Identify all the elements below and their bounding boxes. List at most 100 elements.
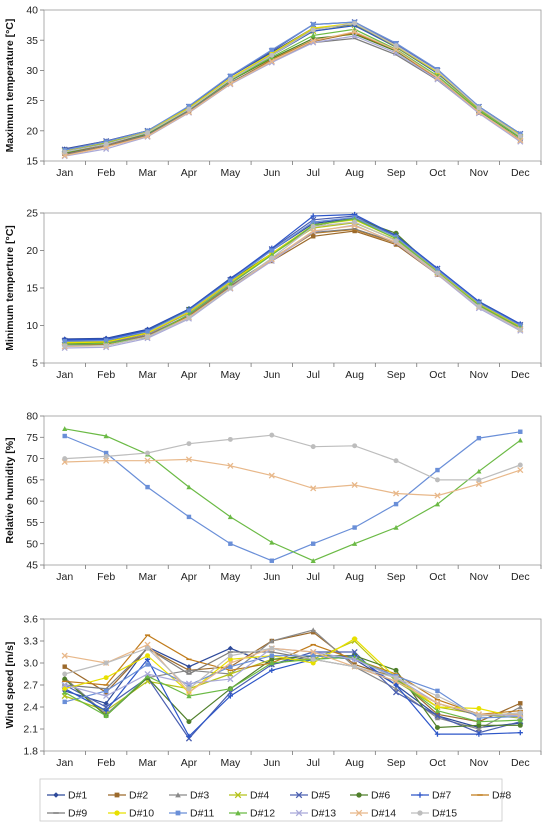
series-d14 <box>61 28 524 159</box>
data-point <box>393 238 399 244</box>
y-tick-label: 3.6 <box>23 614 38 626</box>
data-point <box>103 453 109 459</box>
x-tick-label-jun: Jun <box>263 167 280 179</box>
series-line <box>64 230 521 346</box>
data-point <box>61 681 68 689</box>
x-tick-label-jan: Jan <box>56 167 73 179</box>
x-tick-label-may: May <box>220 571 241 583</box>
legend-item-d15: D#15 <box>411 808 457 820</box>
legend-swatch-marker <box>295 809 303 817</box>
x-tick-label-may: May <box>220 757 241 769</box>
y-tick-label: 35 <box>26 35 38 47</box>
data-point <box>227 281 233 287</box>
legend-label: D#14 <box>371 808 396 820</box>
data-point <box>352 228 357 234</box>
legend-label: D#6 <box>371 790 390 802</box>
data-point <box>310 27 316 33</box>
data-point <box>228 73 233 79</box>
series-line <box>64 647 521 717</box>
y-tick-label: 25 <box>26 95 38 107</box>
data-point <box>186 484 192 490</box>
x-tick-label-apr: Apr <box>181 369 198 381</box>
data-point <box>310 660 316 666</box>
legend-item-d2: D#2 <box>108 790 148 802</box>
data-point <box>517 467 524 474</box>
x-tick-label-mar: Mar <box>138 571 157 583</box>
plot-frame <box>43 415 542 566</box>
data-point <box>103 338 109 343</box>
x-tick-label-feb: Feb <box>97 167 115 179</box>
data-point <box>475 109 482 116</box>
data-point <box>310 653 316 658</box>
data-point <box>476 435 482 441</box>
x-tick-label-jun: Jun <box>263 571 280 583</box>
data-point <box>186 719 192 725</box>
x-tick-label-mar: Mar <box>138 757 157 769</box>
data-point <box>435 467 440 473</box>
data-point <box>269 667 275 673</box>
legend-swatch-marker <box>355 809 363 817</box>
data-point <box>186 106 192 112</box>
data-point <box>476 477 482 483</box>
x-tick-label-aug: Aug <box>345 757 364 769</box>
legend-item-d8: D#8 <box>471 790 511 802</box>
data-point <box>310 558 316 563</box>
x-tick-label-feb: Feb <box>97 571 115 583</box>
data-point <box>476 713 482 719</box>
legend-frame <box>39 778 503 822</box>
data-point <box>476 304 482 310</box>
data-point <box>227 76 233 82</box>
data-point <box>476 731 482 737</box>
data-point <box>186 667 192 673</box>
x-tick-label-sep: Sep <box>387 167 406 179</box>
data-point <box>269 660 275 666</box>
legend-item-d10: D#10 <box>108 808 154 820</box>
data-point <box>62 686 68 692</box>
data-point <box>103 708 109 714</box>
y-axis-label: Minimum temperture [°C] <box>4 225 16 351</box>
series-line <box>64 431 521 562</box>
series-d5 <box>61 648 524 742</box>
data-point <box>352 20 358 26</box>
legend-swatch-marker <box>235 810 241 816</box>
data-point <box>518 701 523 706</box>
data-point <box>435 688 440 694</box>
x-tick-label-jul: Jul <box>306 757 319 769</box>
data-point <box>310 541 316 546</box>
data-point <box>186 733 192 739</box>
data-point <box>103 688 109 694</box>
data-point <box>186 664 192 670</box>
data-point <box>310 32 316 38</box>
data-point <box>310 234 316 239</box>
data-point <box>145 645 151 651</box>
data-point <box>269 52 275 58</box>
data-point <box>352 219 358 225</box>
data-point <box>351 222 358 229</box>
chart-panel-4: 1.8 2.1 2.4 2.7 3.0 3.3 3.6 Jan Feb Mar Apr May Jun J… <box>4 614 542 769</box>
data-point <box>145 653 151 659</box>
legend-swatch-marker <box>234 791 242 799</box>
data-point <box>392 689 400 696</box>
data-point <box>434 68 440 74</box>
data-point <box>310 213 316 219</box>
data-point <box>227 670 234 678</box>
y-axis-label: Wind speed [m/s] <box>4 642 16 729</box>
data-point <box>351 28 358 35</box>
data-point <box>476 705 482 711</box>
data-point <box>227 285 233 291</box>
y-tick-label: 1.8 <box>23 746 38 758</box>
data-point <box>227 653 233 659</box>
data-point <box>145 329 150 334</box>
y-tick-label: 65 <box>26 474 38 486</box>
data-point <box>434 725 440 731</box>
legend-swatch-marker <box>175 810 181 816</box>
data-point <box>144 670 151 678</box>
y-tick-label: 3.3 <box>23 636 38 648</box>
data-point <box>227 80 234 87</box>
data-point <box>186 441 192 447</box>
data-point <box>434 700 441 707</box>
data-point <box>434 270 440 276</box>
x-tick-label-dec: Dec <box>511 757 530 769</box>
x-tick-label-oct: Oct <box>429 369 445 381</box>
data-point <box>185 689 193 696</box>
